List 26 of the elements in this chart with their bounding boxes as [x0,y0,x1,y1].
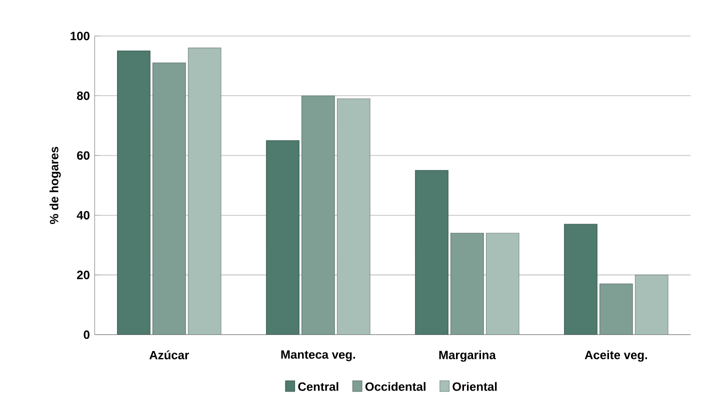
bar [486,233,520,335]
y-tick-label: 60 [77,151,90,160]
legend-label: Occidental [365,382,426,392]
y-tick-label: 0 [84,330,90,340]
bar [415,170,448,335]
bar [600,284,633,335]
y-tick-label: 20 [77,270,90,280]
bar [336,98,370,335]
y-tick-label: 80 [76,92,90,100]
bar [450,233,484,335]
bar [152,62,186,335]
x-tick-label: Azúcar [149,350,189,360]
y-tick-label: 40 [76,211,90,220]
bar [188,48,222,335]
bar [302,96,335,335]
x-tick-label: Manteca veg. [281,350,356,362]
y-axis-title: % de hogares [50,146,61,224]
bar [634,274,668,335]
legend-label: Central [298,382,338,392]
legend-label: Oriental [452,382,497,392]
x-tick-label: Aceite veg. [584,350,648,362]
bar [564,224,598,335]
bar [266,140,300,335]
y-tick-label: 100 [70,32,90,40]
bar [117,50,150,335]
x-tick-label: Margarina [439,350,496,362]
